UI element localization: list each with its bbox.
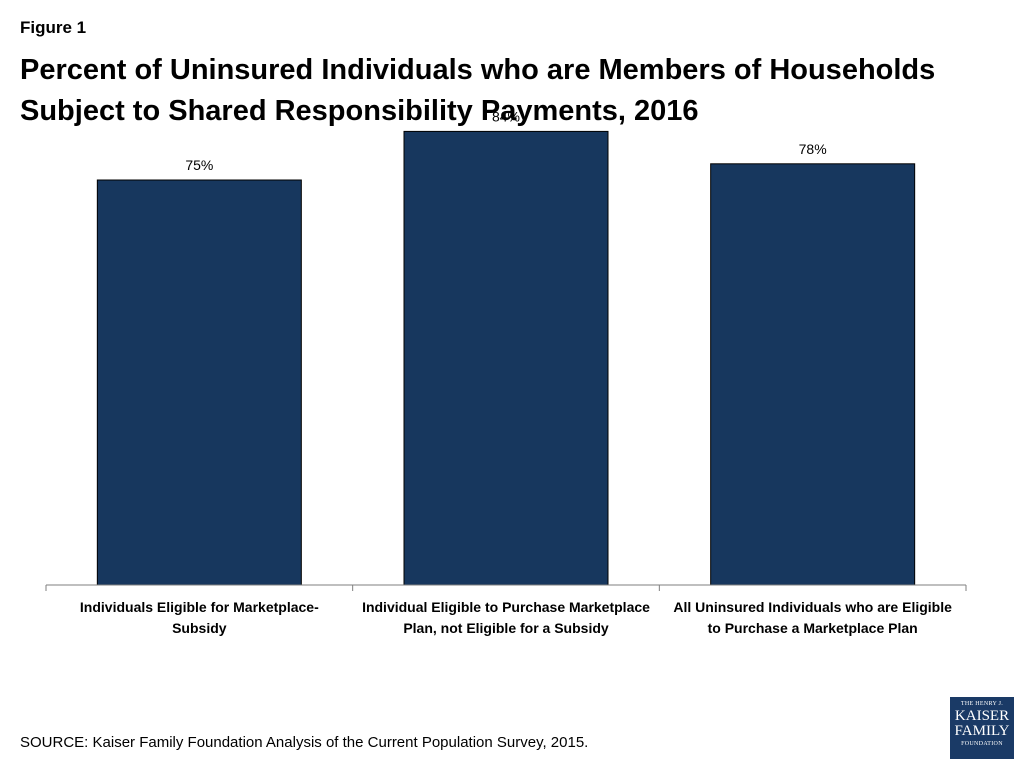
kaiser-family-foundation-logo: THE HENRY J. KAISER FAMILY FOUNDATION xyxy=(950,697,1014,759)
chart-title-line-2: Subject to Shared Responsibility Payment… xyxy=(20,95,699,127)
category-label-3-line-2: to Purchase a Marketplace Plan xyxy=(708,620,918,636)
bar-2 xyxy=(403,130,609,586)
value-label-1: 75% xyxy=(185,157,213,173)
chart-title-line-1: Percent of Uninsured Individuals who are… xyxy=(20,54,936,86)
bar-chart: 75% Individuals Eligible for Marketplace-… xyxy=(45,108,967,636)
category-label-2-line-1: Individual Eligible to Purchase Marketpl… xyxy=(362,599,650,615)
logo-line-2: KAISER xyxy=(954,708,1010,724)
bar-3 xyxy=(710,163,916,586)
bar-1 xyxy=(96,179,302,586)
category-label-1-line-2: Subsidy xyxy=(172,620,227,636)
logo-line-3: FAMILY xyxy=(954,723,1010,739)
category-label-1-line-1: Individuals Eligible for Marketplace- xyxy=(80,599,319,615)
chart-title: Percent of Uninsured Individuals who are… xyxy=(20,50,1000,132)
logo-line-4: FOUNDATION xyxy=(961,741,1003,747)
category-label-3-line-1: All Uninsured Individuals who are Eligib… xyxy=(673,599,952,615)
category-label-2-line-2: Plan, not Eligible for a Subsidy xyxy=(403,620,609,636)
logo-line-1: THE HENRY J. xyxy=(960,701,1004,707)
value-label-2: 84% xyxy=(492,108,520,124)
value-label-3: 78% xyxy=(799,141,827,157)
figure-label: Figure 1 xyxy=(20,18,87,37)
source-note: SOURCE: Kaiser Family Foundation Analysi… xyxy=(20,734,589,751)
